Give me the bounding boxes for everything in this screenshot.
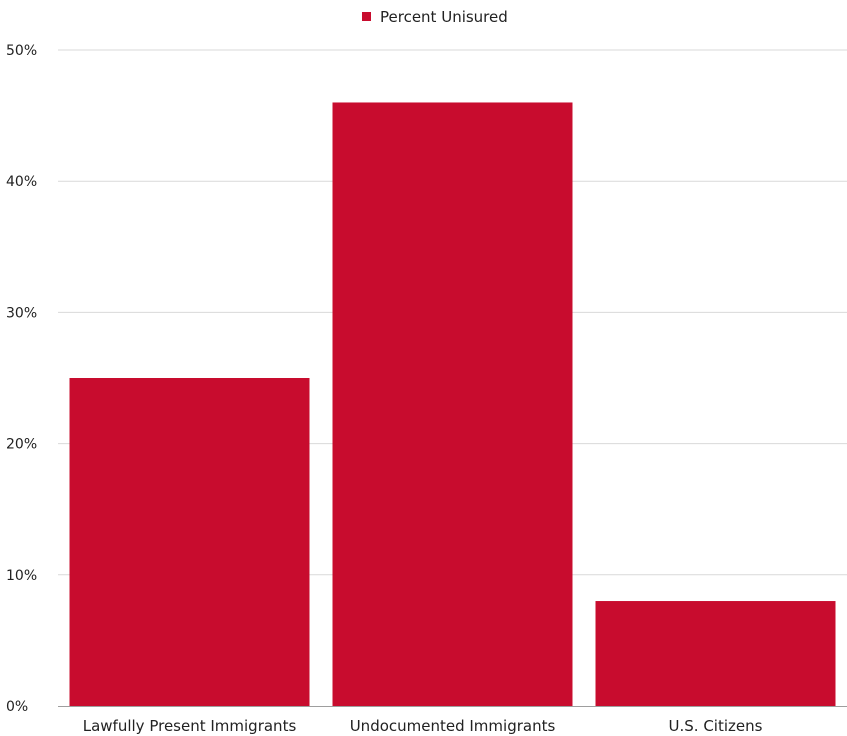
y-tick-label: 0% xyxy=(6,699,28,715)
x-category-label: Lawfully Present Immigrants xyxy=(83,717,297,735)
y-tick-label: 40% xyxy=(6,174,37,190)
bar[interactable] xyxy=(332,102,573,707)
legend[interactable]: Percent Unisured xyxy=(362,8,508,26)
y-tick-label: 50% xyxy=(6,43,37,59)
bar[interactable] xyxy=(69,378,310,706)
y-tick-label: 10% xyxy=(6,568,37,584)
legend-swatch xyxy=(362,12,371,21)
y-tick-label: 20% xyxy=(6,437,37,453)
x-axis-labels: Lawfully Present Immigrants Undocumented … xyxy=(83,717,763,735)
y-tick-label: 30% xyxy=(6,305,37,321)
bar[interactable] xyxy=(595,601,836,706)
legend-label: Percent Unisured xyxy=(380,8,508,26)
x-category-label: U.S. Citizens xyxy=(669,717,763,735)
x-category-label: Undocumented Immigrants xyxy=(350,717,556,735)
y-axis-ticks: 0% 10% 20% 30% 40% 50% xyxy=(6,43,37,715)
bars xyxy=(69,102,836,707)
